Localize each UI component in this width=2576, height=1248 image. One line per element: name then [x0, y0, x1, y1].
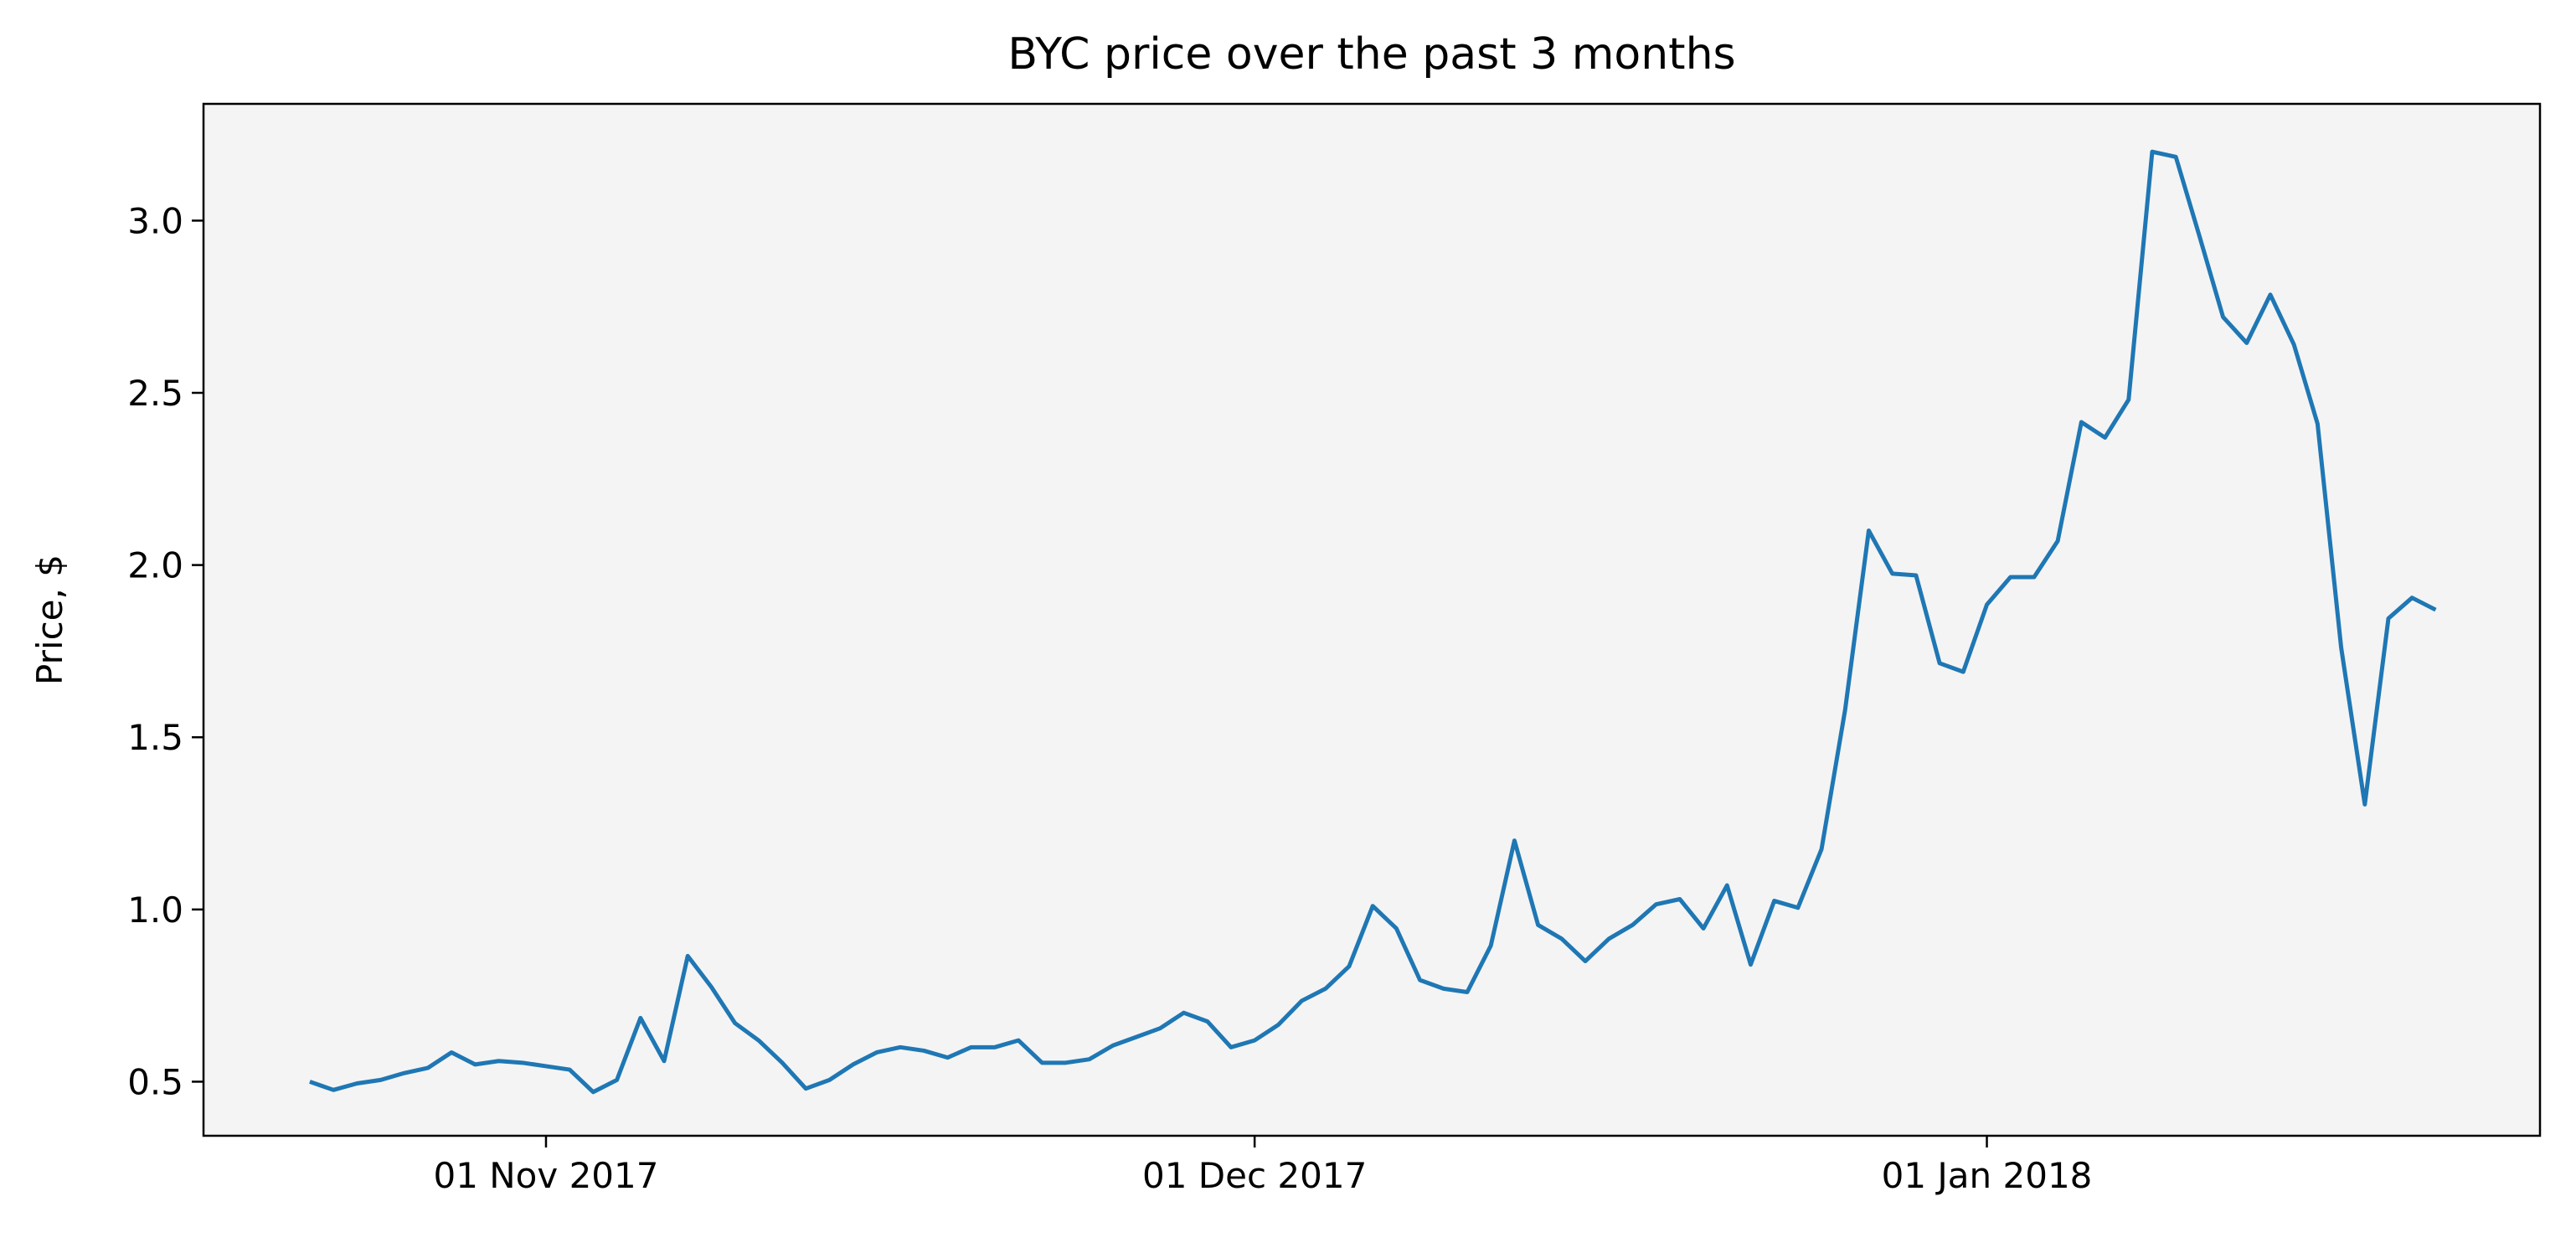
y-tick-label: 3.0	[127, 200, 183, 241]
y-tick-label: 2.0	[127, 545, 183, 586]
x-tick-label: 01 Nov 2017	[433, 1155, 658, 1196]
y-tick-label: 0.5	[127, 1061, 183, 1102]
y-tick-label: 1.5	[127, 717, 183, 758]
chart-title: BYC price over the past 3 months	[1007, 29, 1735, 80]
x-tick-label: 01 Dec 2017	[1142, 1155, 1367, 1196]
y-tick-label: 2.5	[127, 373, 183, 414]
x-tick-label: 01 Jan 2018	[1882, 1155, 2093, 1196]
plot-frame	[202, 102, 2542, 1137]
price-line	[309, 149, 2437, 1095]
plot-area	[204, 104, 2540, 1136]
y-tick-label: 1.0	[127, 890, 183, 931]
y-axis-label: Price, $	[29, 554, 70, 685]
